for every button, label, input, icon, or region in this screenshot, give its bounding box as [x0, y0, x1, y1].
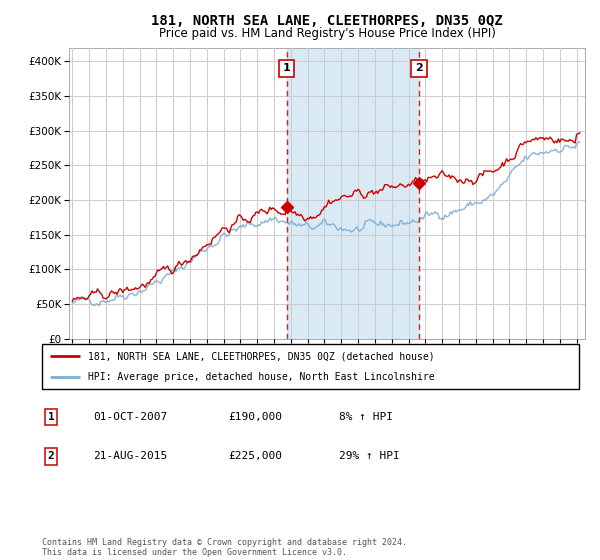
Text: Contains HM Land Registry data © Crown copyright and database right 2024.
This d: Contains HM Land Registry data © Crown c…: [42, 538, 407, 557]
Text: 181, NORTH SEA LANE, CLEETHORPES, DN35 0QZ (detached house): 181, NORTH SEA LANE, CLEETHORPES, DN35 0…: [88, 352, 434, 362]
Text: 21-AUG-2015: 21-AUG-2015: [93, 451, 167, 461]
Text: Price paid vs. HM Land Registry's House Price Index (HPI): Price paid vs. HM Land Registry's House …: [158, 27, 496, 40]
Text: 01-OCT-2007: 01-OCT-2007: [93, 412, 167, 422]
Text: 8% ↑ HPI: 8% ↑ HPI: [339, 412, 393, 422]
Bar: [287, 48, 419, 339]
Text: 2: 2: [415, 63, 423, 73]
Text: 1: 1: [283, 63, 290, 73]
Text: 1: 1: [47, 412, 55, 422]
Text: 29% ↑ HPI: 29% ↑ HPI: [339, 451, 400, 461]
Text: £225,000: £225,000: [228, 451, 282, 461]
FancyBboxPatch shape: [42, 344, 579, 389]
Text: 181, NORTH SEA LANE, CLEETHORPES, DN35 0QZ: 181, NORTH SEA LANE, CLEETHORPES, DN35 0…: [151, 14, 503, 28]
Text: HPI: Average price, detached house, North East Lincolnshire: HPI: Average price, detached house, Nort…: [88, 372, 434, 382]
Text: 2: 2: [47, 451, 55, 461]
Text: £190,000: £190,000: [228, 412, 282, 422]
